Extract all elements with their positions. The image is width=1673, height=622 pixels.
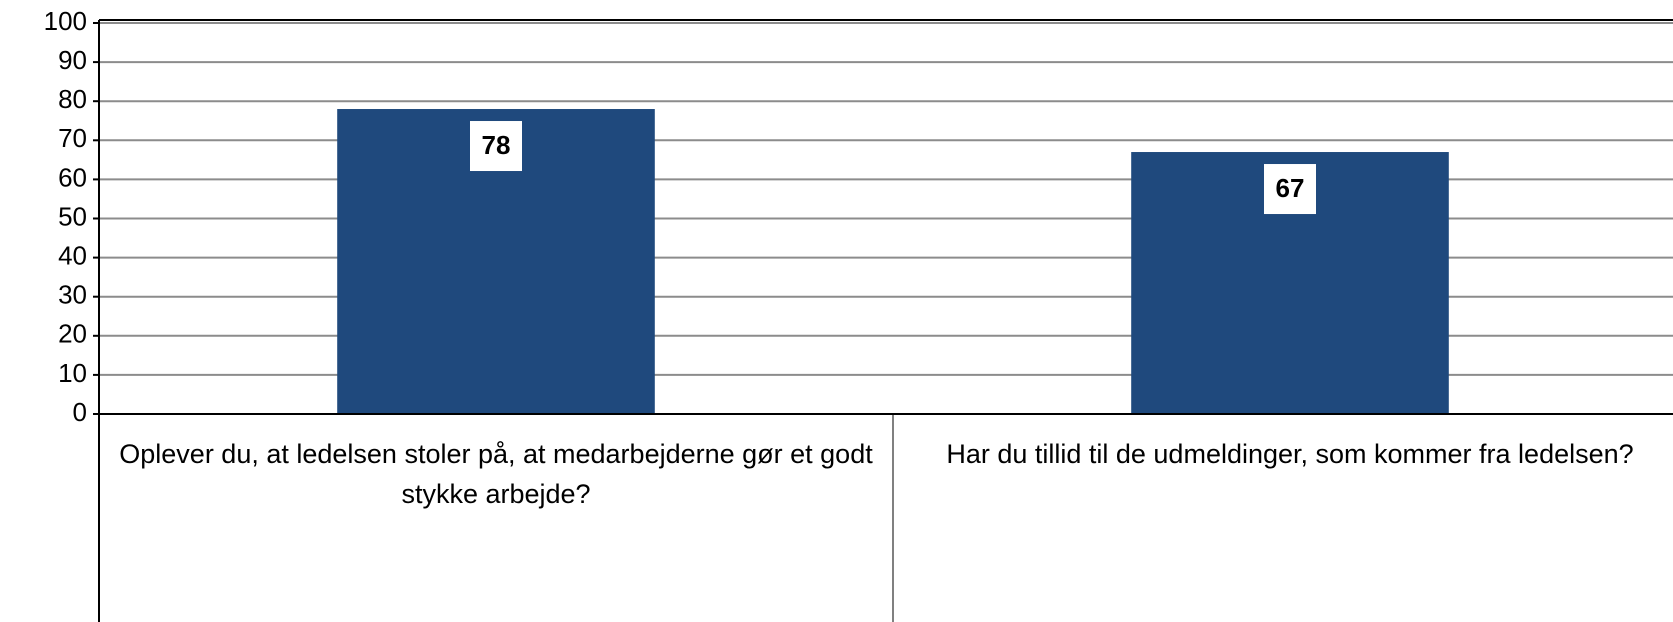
y-tick-label: 20: [58, 319, 87, 349]
x-tick-label: Oplever du, at ledelsen stoler på, at me…: [119, 439, 873, 509]
y-tick-label: 80: [58, 84, 87, 114]
y-tick-label: 30: [58, 280, 87, 310]
value-label-box: [470, 121, 522, 172]
y-tick-label: 70: [58, 123, 87, 153]
value-label-box: [1264, 164, 1316, 215]
x-tick-label: Har du tillid til de udmeldinger, som ko…: [946, 439, 1634, 469]
y-tick-label: 40: [58, 240, 87, 270]
value-label: 67: [1276, 173, 1305, 203]
y-tick-label: 100: [44, 6, 87, 36]
y-tick-label: 50: [58, 201, 87, 231]
y-tick-label: 10: [58, 358, 87, 388]
y-tick-label: 0: [73, 397, 87, 427]
value-label: 78: [482, 130, 511, 160]
y-tick-label: 60: [58, 162, 87, 192]
y-tick-label: 90: [58, 45, 87, 75]
